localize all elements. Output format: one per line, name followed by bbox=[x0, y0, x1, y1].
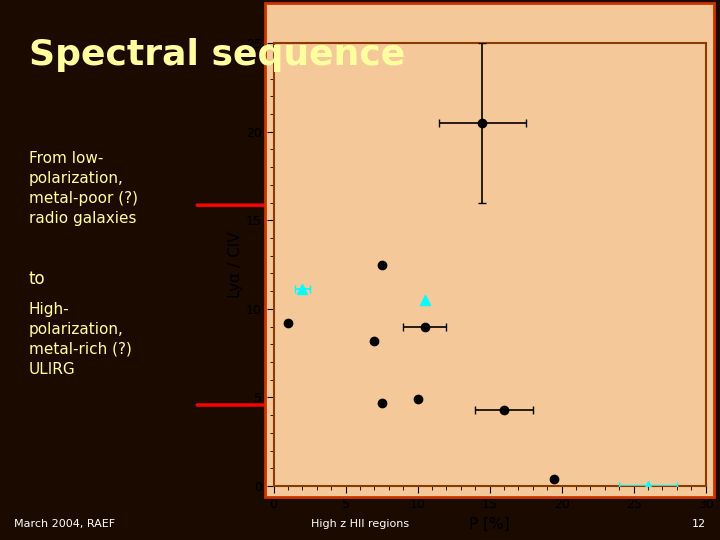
Y-axis label: Lyα / CIV: Lyα / CIV bbox=[228, 231, 243, 298]
Text: 12: 12 bbox=[691, 519, 706, 529]
Text: From low-
polarization,
metal-poor (?)
radio galaxies: From low- polarization, metal-poor (?) r… bbox=[29, 151, 138, 226]
Text: Spectral sequence: Spectral sequence bbox=[29, 38, 405, 72]
Text: High-
polarization,
metal-rich (?)
ULIRG: High- polarization, metal-rich (?) ULIRG bbox=[29, 302, 132, 377]
Text: March 2004, RAEF: March 2004, RAEF bbox=[14, 519, 115, 529]
X-axis label: P [%]: P [%] bbox=[469, 516, 510, 531]
Text: High z HII regions: High z HII regions bbox=[311, 519, 409, 529]
Text: to: to bbox=[29, 270, 45, 288]
